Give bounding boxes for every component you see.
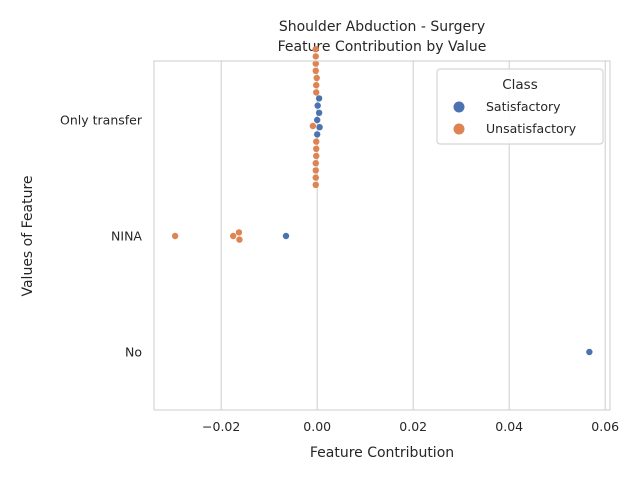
chart-title-line-1: Shoulder Abduction - Surgery — [279, 19, 485, 35]
point-unsatisfactory-only-transfer — [312, 167, 319, 174]
point-unsatisfactory-nina — [235, 229, 243, 236]
point-unsatisfactory-only-transfer — [313, 138, 320, 145]
point-unsatisfactory-only-transfer — [313, 152, 320, 160]
legend-label-unsatisfactory: Unsatisfactory — [486, 121, 577, 136]
point-unsatisfactory-only-transfer — [312, 181, 319, 188]
legend-box — [436, 68, 604, 145]
y-tick-label-only-transfer: Only transfer — [60, 113, 143, 128]
point-unsatisfactory-nina — [230, 232, 237, 240]
point-unsatisfactory-only-transfer — [309, 122, 317, 130]
x-tick-labels: −0.02 0.00 0.02 0.04 0.06 — [202, 419, 619, 434]
legend-marker-satisfactory — [453, 101, 465, 113]
legend: Class Satisfactory Unsatisfactory — [436, 68, 604, 145]
y-tick-labels: Only transfer NINA No — [60, 113, 143, 360]
point-satisfactory-no — [586, 348, 593, 356]
x-tick-label: 0.00 — [303, 419, 331, 434]
y-tick-label-no: No — [125, 345, 142, 360]
x-tick-label: 0.04 — [495, 419, 523, 434]
point-satisfactory-only-transfer — [315, 109, 323, 117]
x-tick-label: −0.02 — [202, 419, 240, 434]
point-unsatisfactory-only-transfer — [313, 74, 320, 82]
point-unsatisfactory-only-transfer — [312, 53, 319, 60]
chart-title-line-2: Feature Contribution by Value — [278, 39, 487, 55]
point-satisfactory-only-transfer — [314, 102, 321, 109]
point-unsatisfactory-only-transfer — [312, 174, 319, 181]
y-tick-label-nina: NINA — [111, 229, 142, 244]
point-satisfactory-only-transfer — [314, 131, 321, 138]
point-unsatisfactory-only-transfer — [312, 160, 319, 167]
plot-frame — [153, 60, 611, 411]
point-unsatisfactory-only-transfer — [313, 89, 320, 96]
point-unsatisfactory-nina — [236, 236, 243, 243]
point-unsatisfactory-only-transfer — [312, 46, 319, 53]
point-unsatisfactory-only-transfer — [312, 60, 319, 67]
legend-title: Class — [502, 77, 538, 93]
point-satisfactory-only-transfer — [316, 124, 323, 131]
legend-label-satisfactory: Satisfactory — [486, 99, 561, 114]
legend-marker-unsatisfactory — [453, 123, 465, 135]
x-axis-label: Feature Contribution — [310, 445, 454, 461]
point-unsatisfactory-only-transfer — [313, 145, 320, 152]
x-tick-label: 0.06 — [591, 419, 619, 434]
point-unsatisfactory-only-transfer — [313, 82, 320, 89]
data-points — [171, 46, 593, 356]
point-satisfactory-nina — [282, 232, 290, 240]
x-tick-label: 0.02 — [399, 419, 427, 434]
point-unsatisfactory-nina — [171, 232, 179, 240]
point-satisfactory-only-transfer — [314, 116, 321, 124]
point-satisfactory-only-transfer — [315, 95, 323, 102]
point-unsatisfactory-only-transfer — [312, 67, 319, 75]
y-axis-label: Values of Feature — [20, 175, 36, 296]
